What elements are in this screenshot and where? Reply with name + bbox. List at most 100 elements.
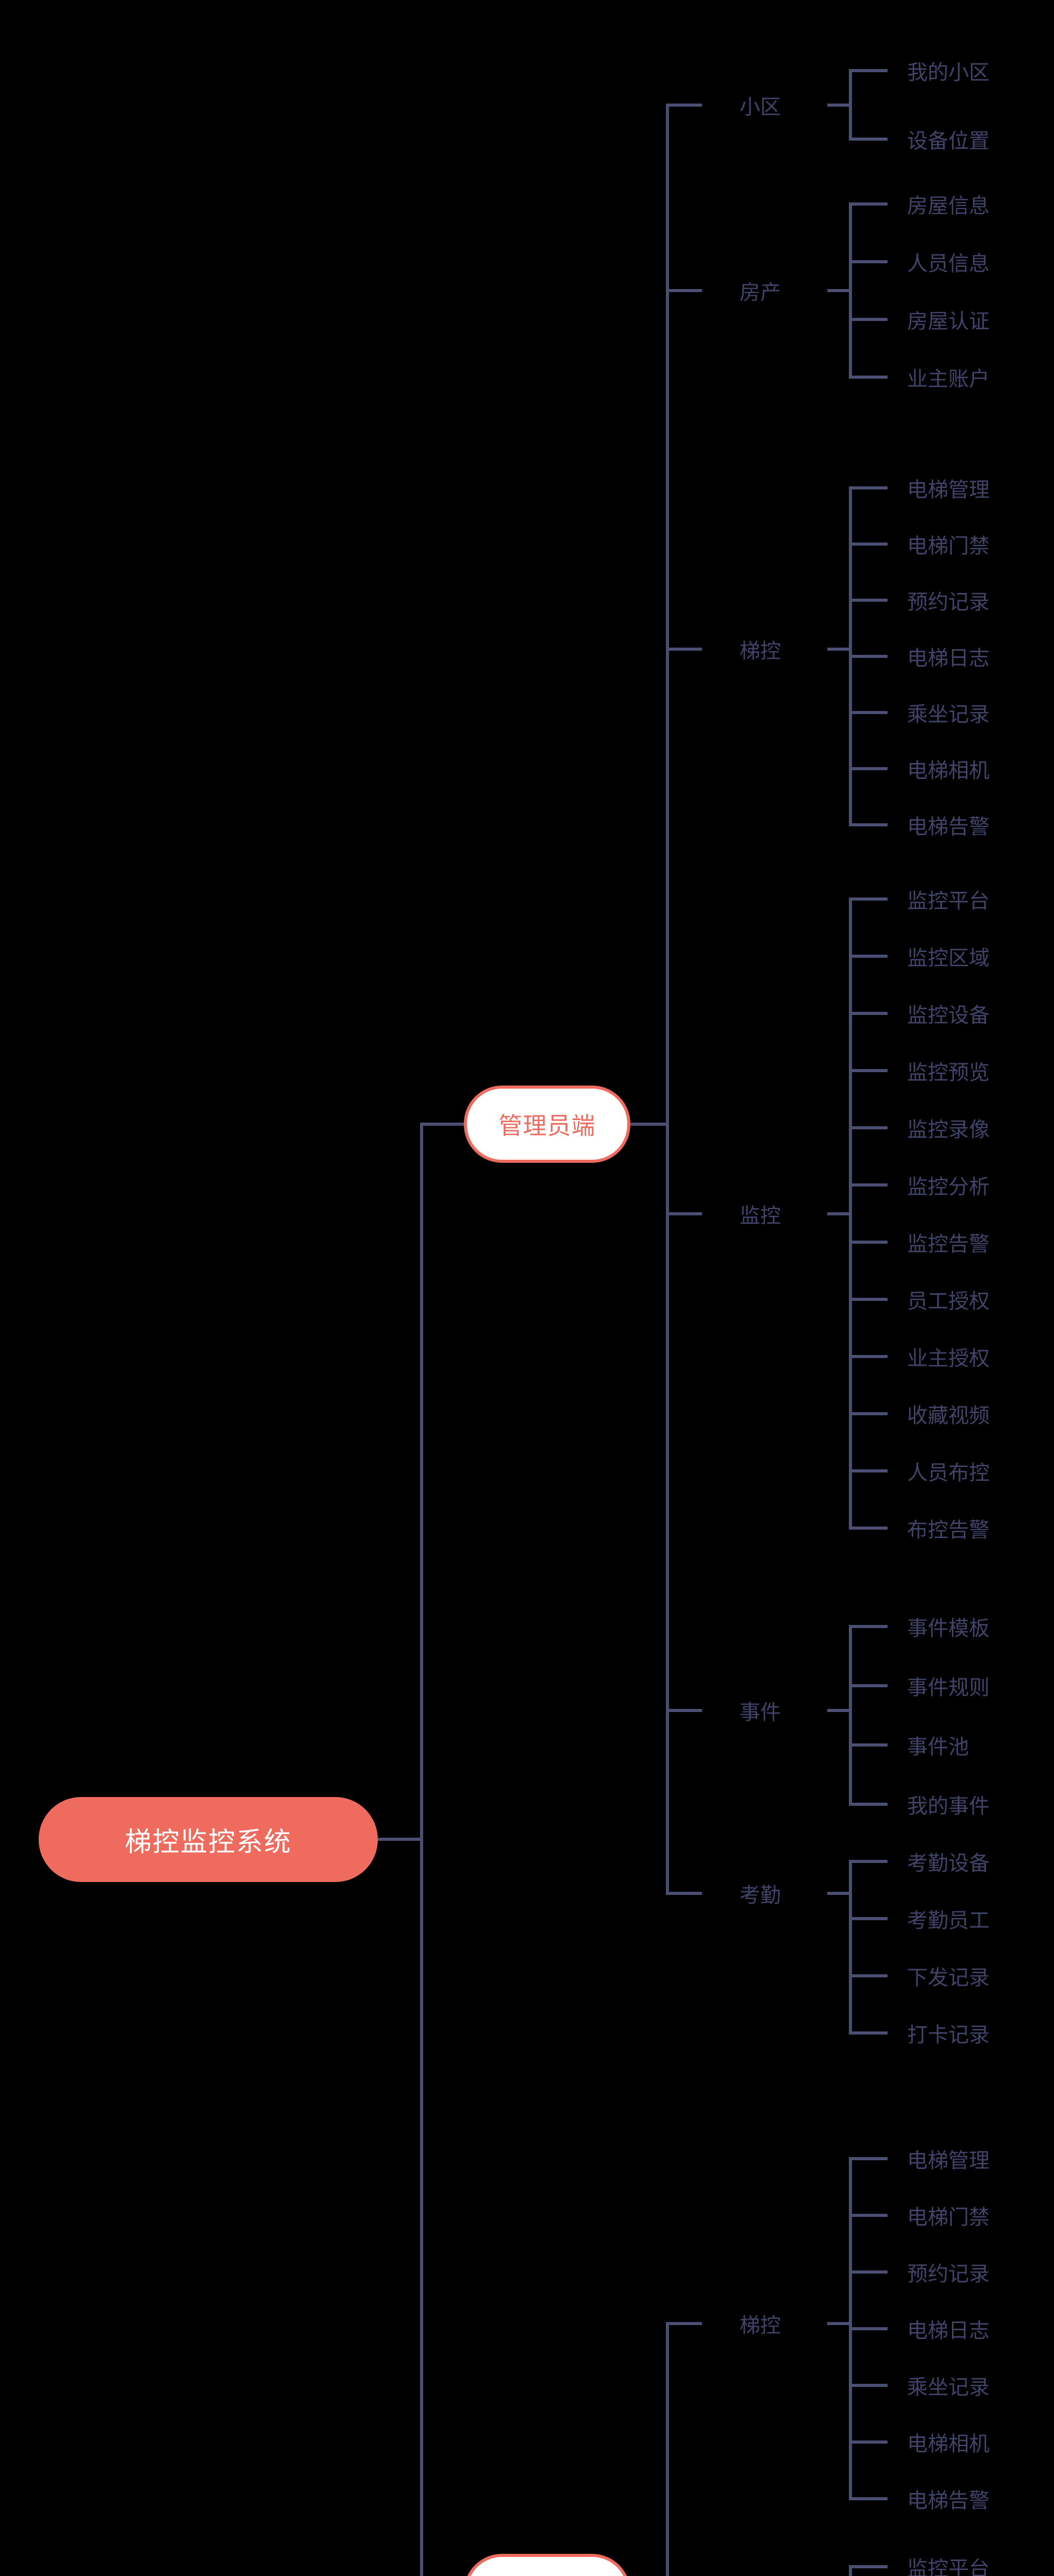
connector-line <box>827 1709 850 1712</box>
connector-line <box>850 955 888 958</box>
connector-line <box>850 2270 888 2274</box>
connector-line <box>850 486 888 489</box>
connector-line <box>850 260 888 263</box>
connector-line <box>850 1974 888 1977</box>
leaf-node[interactable]: 乘坐记录 <box>907 2376 990 2399</box>
leaf-node[interactable]: 监控录像 <box>907 1118 990 1141</box>
leaf-node[interactable]: 下发记录 <box>907 1967 990 1989</box>
leaf-node[interactable]: 电梯管理 <box>907 2149 990 2172</box>
mobile-node[interactable]: 移动端 <box>464 2554 630 2576</box>
admin-node-label: 管理员端 <box>498 1112 596 1139</box>
leaf-node[interactable]: 我的事件 <box>907 1795 990 1818</box>
leaf-node[interactable]: 乘坐记录 <box>907 703 990 726</box>
connector-line <box>850 1126 888 1129</box>
connector-line <box>850 376 888 379</box>
connector-line <box>850 2441 888 2444</box>
leaf-node[interactable]: 事件规则 <box>907 1676 990 1699</box>
leaf-node[interactable]: 事件池 <box>907 1736 969 1758</box>
branch-node[interactable]: 梯控 <box>740 640 781 663</box>
root-node[interactable]: 梯控监控系统 <box>39 1797 378 1882</box>
connector-line <box>849 202 852 379</box>
connector-line <box>850 2031 888 2035</box>
connector-line <box>422 1123 464 1126</box>
connector-line <box>666 104 669 1895</box>
leaf-node[interactable]: 人员信息 <box>907 252 990 275</box>
branch-node[interactable]: 事件 <box>740 1701 781 1724</box>
leaf-node[interactable]: 我的小区 <box>907 61 990 84</box>
leaf-node[interactable]: 事件模板 <box>907 1617 990 1640</box>
leaf-node[interactable]: 监控平台 <box>907 2557 990 2576</box>
leaf-node[interactable]: 考勤设备 <box>907 1852 990 1875</box>
branch-node[interactable]: 监控 <box>740 1205 781 1227</box>
connector-line <box>850 543 888 546</box>
connector-line <box>378 1838 422 1841</box>
connector-line <box>827 104 850 107</box>
connector-line <box>850 655 888 658</box>
leaf-node[interactable]: 员工授权 <box>907 1290 990 1313</box>
connector-line <box>850 823 888 826</box>
branch-node[interactable]: 小区 <box>740 96 781 118</box>
leaf-node[interactable]: 业主授权 <box>907 1347 990 1370</box>
admin-node[interactable]: 管理员端 <box>464 1086 630 1163</box>
connector-line <box>667 104 702 107</box>
leaf-node[interactable]: 监控设备 <box>907 1004 990 1027</box>
leaf-node[interactable]: 监控预览 <box>907 1061 990 1084</box>
leaf-node[interactable]: 电梯告警 <box>907 816 990 838</box>
connector-line <box>850 897 888 901</box>
leaf-node[interactable]: 设备位置 <box>907 130 990 152</box>
leaf-node[interactable]: 预约记录 <box>907 591 990 614</box>
leaf-node[interactable]: 房屋认证 <box>907 310 990 333</box>
connector-line <box>630 1123 667 1126</box>
leaf-node[interactable]: 业主账户 <box>907 368 990 391</box>
leaf-node[interactable]: 人员布控 <box>907 1462 990 1484</box>
leaf-node[interactable]: 收藏视频 <box>907 1404 990 1427</box>
leaf-node[interactable]: 电梯相机 <box>907 759 990 782</box>
connector-line <box>850 599 888 602</box>
connector-line <box>850 1743 888 1747</box>
connector-line <box>850 69 888 72</box>
connector-line <box>850 2384 888 2387</box>
connector-line <box>850 711 888 714</box>
branch-node[interactable]: 考勤 <box>740 1884 781 1907</box>
leaf-node[interactable]: 房屋信息 <box>907 195 990 217</box>
connector-line <box>850 1684 888 1687</box>
connector-line <box>666 2322 669 2576</box>
leaf-node[interactable]: 电梯日志 <box>907 647 990 670</box>
leaf-node[interactable]: 打卡记录 <box>907 2024 990 2046</box>
connector-line <box>850 1917 888 1920</box>
connector-line <box>420 1123 423 2576</box>
connector-line <box>850 2157 888 2160</box>
leaf-node[interactable]: 考勤员工 <box>907 1909 990 1932</box>
connector-line <box>850 1298 888 1301</box>
branch-node[interactable]: 房产 <box>740 281 781 304</box>
connector-line <box>850 1241 888 1244</box>
connector-line <box>849 2565 852 2576</box>
leaf-node[interactable]: 电梯门禁 <box>907 2206 990 2229</box>
connector-line <box>850 1355 888 1358</box>
connector-line <box>850 202 888 206</box>
leaf-node[interactable]: 电梯告警 <box>907 2489 990 2512</box>
leaf-node[interactable]: 预约记录 <box>907 2263 990 2285</box>
connector-line <box>850 1803 888 1806</box>
connector-line <box>667 1892 702 1895</box>
connector-line <box>849 897 852 1530</box>
leaf-node[interactable]: 电梯管理 <box>907 479 990 501</box>
connector-line <box>850 2497 888 2500</box>
connector-line <box>667 1212 702 1215</box>
connector-line <box>850 1183 888 1187</box>
leaf-node[interactable]: 电梯门禁 <box>907 535 990 557</box>
leaf-node[interactable]: 布控告警 <box>907 1519 990 1541</box>
connector-line <box>850 1527 888 1530</box>
leaf-node[interactable]: 监控分析 <box>907 1176 990 1198</box>
leaf-node[interactable]: 电梯相机 <box>907 2433 990 2455</box>
connector-line <box>850 1069 888 1072</box>
leaf-node[interactable]: 监控区域 <box>907 947 990 970</box>
connector-line <box>850 767 888 770</box>
leaf-node[interactable]: 监控平台 <box>907 890 990 912</box>
connector-line <box>850 2327 888 2330</box>
leaf-node[interactable]: 监控告警 <box>907 1233 990 1256</box>
connector-line <box>849 1860 852 2035</box>
connector-line <box>849 1625 852 1806</box>
branch-node[interactable]: 梯控 <box>740 2314 781 2337</box>
leaf-node[interactable]: 电梯日志 <box>907 2319 990 2342</box>
